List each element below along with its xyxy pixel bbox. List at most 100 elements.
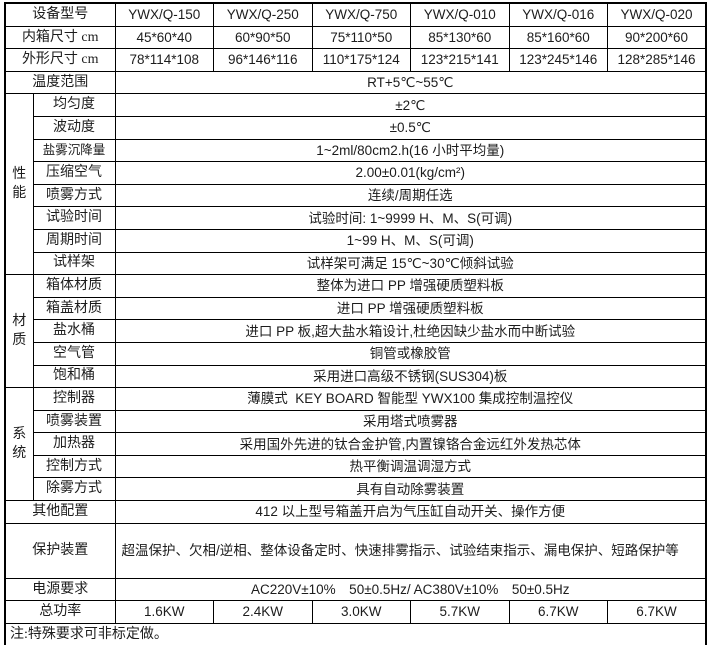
row-label: 除雾方式 — [32, 477, 116, 502]
row-value: 具有自动除雾装置 — [114, 477, 707, 502]
inner-size-cell: 45*60*40 — [114, 25, 214, 50]
row-value: 连续/周期任选 — [114, 183, 707, 208]
row-value: 进口 PP 增强硬质塑料板 — [114, 296, 707, 321]
temp-range-value: RT+5℃~55℃ — [114, 70, 707, 95]
row-label: 控制器 — [32, 387, 116, 411]
temp-range-row: 温度范围 RT+5℃~55℃ — [4, 70, 707, 95]
outer-size-label: 外形尺寸 cm — [4, 48, 116, 72]
total-power-cell: 1.6KW — [114, 600, 214, 624]
row-label: 盐雾沉降量 — [32, 138, 116, 163]
model-row: 设备型号 YWX/Q-150 YWX/Q-250 YWX/Q-750 YWX/Q… — [4, 2, 707, 27]
model-cell: YWX/Q-750 — [311, 2, 411, 27]
outer-size-cell: 96*146*116 — [213, 48, 313, 72]
row-label: 空气管 — [32, 341, 116, 366]
row-value: 铜管或橡胶管 — [114, 341, 707, 366]
spec-row: 盐雾沉降量 1~2ml/80cm2.h(16 小时平均量) — [5, 138, 707, 163]
model-cell: YWX/Q-020 — [607, 2, 707, 27]
power-req-row: 电源要求 AC220V±10% 50±0.5Hz/ AC380V±10% 50±… — [4, 577, 707, 602]
row-value: 薄膜式 KEY BOARD 智能型 YWX100 集成控制温控仪 — [114, 387, 707, 411]
row-value: 1~99 H、M、S(可调) — [114, 228, 707, 253]
row-label: 控制方式 — [32, 454, 116, 479]
temp-range-label: 温度范围 — [4, 70, 116, 95]
row-label: 均匀度 — [32, 93, 116, 117]
other-config-row: 其他配置 412 以上型号箱盖开启为气压缸自动开关、操作方便 — [4, 500, 707, 524]
row-label: 饱和桶 — [32, 364, 116, 389]
outer-size-cell: 123*215*141 — [410, 48, 510, 72]
inner-size-cell: 85*130*60 — [410, 25, 510, 50]
row-label: 试验时间 — [32, 206, 116, 230]
power-req-value: AC220V±10% 50±0.5Hz/ AC380V±10% 50±0.5Hz — [114, 577, 707, 602]
outer-size-cell: 128*285*146 — [607, 48, 707, 72]
total-power-cell: 3.0KW — [311, 600, 411, 624]
row-value: 试样架可满足 15℃~30℃倾斜试验 — [114, 251, 707, 276]
row-label: 喷雾方式 — [32, 183, 116, 208]
spec-row: 波动度 ±0.5℃ — [5, 115, 707, 140]
group-cell-system: 系统 — [4, 387, 34, 502]
row-label: 喷雾装置 — [32, 409, 116, 434]
spec-row: 箱盖材质 进口 PP 增强硬质塑料板 — [5, 296, 707, 321]
spec-row: 周期时间 1~99 H、M、S(可调) — [5, 228, 707, 253]
row-value: 热平衡调温调湿方式 — [114, 454, 707, 479]
spec-row: 试样架 试样架可满足 15℃~30℃倾斜试验 — [5, 251, 707, 276]
row-value: 整体为进口 PP 增强硬质塑料板 — [114, 274, 707, 298]
group-cell-performance: 性能 — [4, 93, 34, 276]
spec-row: 盐水桶 进口 PP 板,超大盐水箱设计,杜绝因缺少盐水而中断试验 — [5, 319, 707, 343]
note-cell: 注:特殊要求可非标定做。 — [4, 622, 707, 645]
row-value: ±2℃ — [114, 93, 707, 117]
total-power-cell: 5.7KW — [410, 600, 510, 624]
other-config-value: 412 以上型号箱盖开启为气压缸自动开关、操作方便 — [114, 500, 707, 524]
spec-row: 控制方式 热平衡调温调湿方式 — [5, 454, 707, 479]
other-config-label: 其他配置 — [4, 500, 116, 524]
row-value: 采用进口高级不锈钢(SUS304)板 — [114, 364, 707, 389]
spec-row: 除雾方式 具有自动除雾装置 — [5, 477, 707, 502]
row-label: 波动度 — [32, 115, 116, 140]
inner-size-cell: 60*90*50 — [213, 25, 313, 50]
outer-size-cell: 110*175*124 — [311, 48, 411, 72]
outer-size-cell: 78*114*108 — [114, 48, 214, 72]
spec-row: 压缩空气 2.00±0.01(kg/cm²) — [5, 161, 707, 185]
spec-row: 喷雾方式 连续/周期任选 — [5, 183, 707, 208]
model-row-label: 设备型号 — [4, 2, 116, 27]
inner-size-label: 内箱尺寸 cm — [4, 25, 116, 50]
total-power-row: 总功率 1.6KW 2.4KW 3.0KW 5.7KW 6.7KW 6.7KW — [4, 600, 707, 624]
power-req-label: 电源要求 — [4, 577, 116, 602]
spec-row: 性能 均匀度 ±2℃ — [4, 93, 707, 276]
model-cell: YWX/Q-016 — [508, 2, 608, 27]
spec-row: 加热器 采用国外先进的钛合金护管,内置镍铬合金远红外发热芯体 — [5, 432, 707, 456]
total-power-cell: 2.4KW — [213, 600, 313, 624]
total-power-cell: 6.7KW — [607, 600, 707, 624]
group-cell-material: 材质 — [4, 274, 34, 389]
row-value: 进口 PP 板,超大盐水箱设计,杜绝因缺少盐水而中断试验 — [114, 319, 707, 343]
spec-table: 设备型号 YWX/Q-150 YWX/Q-250 YWX/Q-750 YWX/Q… — [4, 2, 707, 645]
row-label: 箱盖材质 — [32, 296, 116, 321]
total-power-cell: 6.7KW — [508, 600, 608, 624]
row-value: ±0.5℃ — [114, 115, 707, 140]
total-power-label: 总功率 — [4, 600, 116, 624]
inner-size-cell: 85*160*60 — [508, 25, 608, 50]
row-value: 2.00±0.01(kg/cm²) — [114, 161, 707, 185]
protection-label: 保护装置 — [4, 522, 116, 579]
row-label: 箱体材质 — [32, 274, 116, 298]
row-value: 试验时间: 1~9999 H、M、S(可调) — [114, 206, 707, 230]
spec-row: 饱和桶 采用进口高级不锈钢(SUS304)板 — [5, 364, 707, 389]
model-cell: YWX/Q-250 — [213, 2, 313, 27]
inner-size-cell: 90*200*60 — [607, 25, 707, 50]
spec-row: 材质 箱体材质 整体为进口 PP 增强硬质塑料板 — [4, 274, 707, 389]
note-row: 注:特殊要求可非标定做。 — [4, 622, 707, 645]
spec-row: 系统 控制器 薄膜式 KEY BOARD 智能型 YWX100 集成控制温控仪 — [4, 387, 707, 502]
row-value: 采用塔式喷雾器 — [114, 409, 707, 434]
row-label: 周期时间 — [32, 228, 116, 253]
spec-row: 喷雾装置 采用塔式喷雾器 — [5, 409, 707, 434]
row-value: 1~2ml/80cm2.h(16 小时平均量) — [114, 138, 707, 163]
protection-row: 保护装置 超温保护、欠相/逆相、整体设备定时、快速排雾指示、试验结束指示、漏电保… — [4, 522, 707, 579]
row-value: 采用国外先进的钛合金护管,内置镍铬合金远红外发热芯体 — [114, 432, 707, 456]
outer-size-cell: 123*245*146 — [508, 48, 608, 72]
inner-size-row: 内箱尺寸 cm 45*60*40 60*90*50 75*110*50 85*1… — [4, 25, 707, 50]
row-label: 盐水桶 — [32, 319, 116, 343]
outer-size-row: 外形尺寸 cm 78*114*108 96*146*116 110*175*12… — [4, 48, 707, 72]
model-cell: YWX/Q-150 — [114, 2, 214, 27]
spec-row: 空气管 铜管或橡胶管 — [5, 341, 707, 366]
protection-value: 超温保护、欠相/逆相、整体设备定时、快速排雾指示、试验结束指示、漏电保护、短路保… — [114, 522, 707, 579]
row-label: 试样架 — [32, 251, 116, 276]
